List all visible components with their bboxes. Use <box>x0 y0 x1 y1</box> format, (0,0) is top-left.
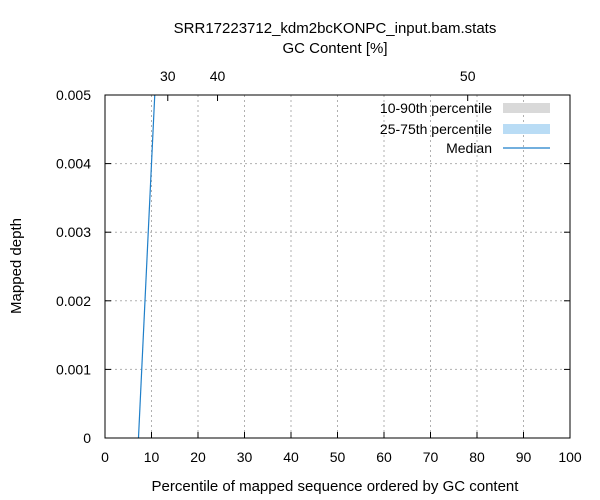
x-tick-label: 90 <box>516 449 532 465</box>
legend-label: 25-75th percentile <box>380 121 492 137</box>
x-tick-label: 70 <box>423 449 439 465</box>
x2-tick-label: 40 <box>210 68 226 84</box>
x-tick-label: 40 <box>283 449 299 465</box>
y-tick-label: 0 <box>83 430 91 446</box>
legend-swatch-band <box>503 103 550 113</box>
y-axis-label: Mapped depth <box>8 218 25 314</box>
legend-swatch-band <box>503 124 550 134</box>
y-tick-label: 0.005 <box>56 87 91 103</box>
legend-label: 10-90th percentile <box>380 100 492 116</box>
tick-layer: 0 10 20 30 40 50 60 70 80 90 100 0 0.001 0.002 0.003 0.… <box>56 68 582 465</box>
x2-tick-label: 50 <box>460 68 476 84</box>
series-line-median <box>137 95 156 438</box>
grid-layer <box>105 95 570 438</box>
x-axis-label: Percentile of mapped sequence ordered by… <box>152 478 520 495</box>
data-layer <box>137 95 156 438</box>
y-tick-label: 0.001 <box>56 361 91 377</box>
chart-title: SRR17223712_kdm2bcKONPC_input.bam.stats <box>174 20 497 37</box>
x-tick-label: 10 <box>144 449 160 465</box>
x-tick-label: 20 <box>190 449 206 465</box>
y-tick-label: 0.002 <box>56 293 91 309</box>
x-tick-label: 30 <box>237 449 253 465</box>
legend-label: Median <box>446 140 492 156</box>
x-tick-label: 50 <box>330 449 346 465</box>
x2-tick-label: 30 <box>160 68 176 84</box>
x2-axis-label: GC Content [%] <box>282 40 387 57</box>
x-tick-label: 0 <box>101 449 109 465</box>
y-tick-label: 0.004 <box>56 156 91 172</box>
y-tick-label: 0.003 <box>56 224 91 240</box>
x-tick-label: 80 <box>469 449 485 465</box>
x-tick-label: 60 <box>376 449 392 465</box>
x-tick-label: 100 <box>558 449 582 465</box>
legend-layer: 10-90th percentile 25-75th percentile Medi… <box>380 100 550 156</box>
